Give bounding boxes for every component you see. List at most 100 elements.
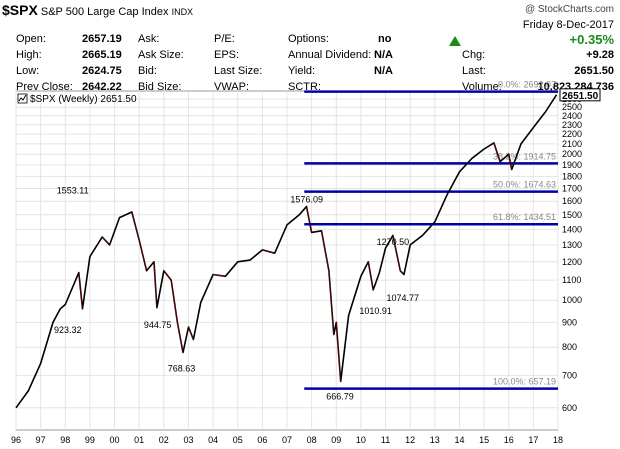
y-tick-label: 1000 [562, 295, 582, 305]
x-tick-label: 98 [60, 435, 70, 445]
y-tick-label: 1700 [562, 183, 582, 193]
x-tick-label: 10 [356, 435, 366, 445]
price-series [15, 94, 558, 409]
price-down-segment [170, 280, 178, 323]
quote-value-chg: +9.28 [586, 49, 614, 61]
price-down-segment [508, 154, 512, 170]
price-line [15, 94, 558, 409]
y-tick-label: 800 [562, 342, 577, 352]
legend-line-icon [18, 94, 27, 102]
y-tick-label: 2100 [562, 139, 582, 149]
quote-label-bid-size: Bid Size: [138, 81, 182, 93]
index-name: S&P 500 Large Cap Index [40, 6, 169, 18]
legend-swatch [17, 93, 28, 104]
y-tick-label: 1900 [562, 160, 582, 170]
x-tick-label: 13 [430, 435, 440, 445]
x-tick-label: 01 [134, 435, 144, 445]
x-tick-label: 06 [257, 435, 267, 445]
annotation-label: 1553.11 [57, 185, 89, 195]
quote-label-eps: EPS: [214, 49, 240, 61]
price-down-segment [262, 249, 275, 254]
annotation-label: 1010.91 [359, 306, 392, 316]
source-credit: @ StockCharts.com [524, 4, 614, 15]
y-tick-label: 600 [562, 403, 577, 413]
y-tick-label: 1500 [562, 210, 582, 220]
change-percent: +0.35% [569, 32, 614, 47]
quote-value-open: 2657.19 [82, 33, 122, 45]
legend: $SPX (Weekly) 2651.50 [17, 93, 137, 105]
quote-panel: Open: High: Low: Prev Close: 2657.19 266… [16, 19, 616, 93]
price-down-segment [153, 261, 158, 308]
grid-lines [15, 91, 559, 430]
annotation-label: 944.75 [144, 320, 172, 330]
x-tick-label: 96 [11, 435, 21, 445]
quote-value-yield: N/A [374, 65, 393, 77]
last-price-label: 2651.50 [562, 91, 599, 102]
x-tick-label: 14 [454, 435, 464, 445]
exchange-label: INDX [171, 7, 194, 17]
quote-label-low: Low: [16, 65, 40, 77]
x-tick-label: 04 [208, 435, 218, 445]
y-tick-label: 2300 [562, 120, 582, 130]
annotation-label: 1270.50 [377, 237, 410, 247]
y-tick-label: 1400 [562, 224, 582, 234]
x-axis: 96 97 98 99 00 01 02 03 04 05 06 07 08 09 10 11 12 13 14 15… [11, 435, 563, 445]
annotation-label: 768.63 [168, 364, 196, 374]
quote-value-high: 2665.19 [82, 49, 122, 61]
quote-value-low: 2624.75 [82, 65, 122, 77]
price-down-segment [335, 322, 342, 382]
last-price-box [559, 88, 601, 102]
quote-label-volume: Volume: [462, 81, 502, 93]
price-down-segment [392, 235, 401, 271]
y-axis: 600 700 800 900 1000 1100 1200 1300 1400 1500 1600… [559, 88, 601, 413]
y-tick-label: 1300 [562, 240, 582, 250]
x-tick-label: 15 [479, 435, 489, 445]
price-down-segment [306, 206, 312, 233]
quote-value-last: 2651.50 [574, 65, 614, 77]
x-tick-label: 16 [504, 435, 514, 445]
price-down-segment [131, 211, 140, 241]
quote-label-yield: Yield: [288, 65, 316, 77]
quote-label-vwap: VWAP: [214, 81, 250, 93]
x-tick-label: 05 [233, 435, 243, 445]
price-down-segment [400, 270, 405, 275]
y-tick-label: 1100 [562, 275, 581, 285]
annotation-label: 1074.77 [387, 293, 420, 303]
y-tick-label: 2500 [562, 102, 582, 112]
x-tick-label: 97 [36, 435, 46, 445]
fib-level-label: 61.8%: 1434.51 [493, 212, 556, 222]
quote-label-ask-size: Ask Size: [138, 49, 184, 61]
x-tick-label: 18 [553, 435, 563, 445]
x-tick-label: 17 [528, 435, 538, 445]
x-tick-label: 02 [159, 435, 169, 445]
quote-value-dividend: N/A [374, 49, 393, 61]
price-down-segment [138, 240, 147, 271]
quote-label-dividend: Annual Dividend: [288, 49, 372, 61]
price-down-segment [321, 230, 330, 271]
quote-label-last: Last: [462, 65, 486, 77]
quote-label-sctr: SCTR: [288, 81, 321, 93]
ticker-symbol: $SPX [2, 2, 38, 18]
x-tick-label: 00 [110, 435, 120, 445]
price-down-segment [328, 270, 335, 335]
x-tick-label: 09 [331, 435, 341, 445]
x-tick-label: 11 [381, 435, 390, 445]
annotation-label: 666.79 [326, 392, 354, 402]
quote-date: Friday 8-Dec-2017 [522, 19, 614, 31]
legend-label: $SPX (Weekly) 2651.50 [30, 94, 137, 105]
annotation-labels: 1553.11 923.32 944.75 768.63 1576.09 666.79 10… [54, 185, 419, 401]
y-tick-label: 700 [562, 370, 577, 380]
quote-label-prev-close: Prev Close: [16, 81, 73, 93]
price-down-segment [102, 236, 110, 246]
y-tick-label: 2400 [562, 111, 582, 121]
fib-level-label: 100.0%: 657.19 [493, 377, 556, 387]
quote-label-pe: P/E: [214, 33, 235, 45]
y-tick-label: 1200 [562, 257, 582, 267]
y-tick-label: 900 [562, 317, 577, 327]
quote-label-last-size: Last Size: [214, 65, 263, 77]
quote-label-open: Open: [16, 33, 46, 45]
x-tick-label: 08 [307, 435, 317, 445]
fib-level-label: 0.0%: 2692.07 [498, 80, 556, 90]
price-down-segment [163, 270, 172, 281]
